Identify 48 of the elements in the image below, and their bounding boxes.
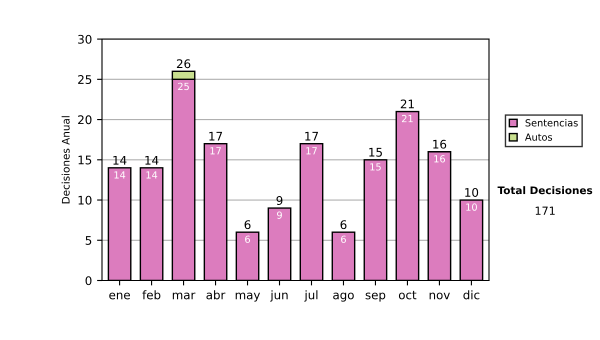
data-label: 9: [277, 211, 282, 219]
x-tick-label: ago: [333, 292, 354, 302]
y-tick-label: 15: [78, 156, 92, 164]
y-axis-title: Decisiones Anual: [62, 116, 70, 204]
x-tick-label: mar: [172, 292, 196, 300]
total-label: 21: [400, 100, 414, 108]
data-label: 25: [178, 82, 189, 90]
x-tick-label: nov: [430, 292, 450, 300]
data-label: 17: [306, 147, 317, 154]
x-tick-label: sep: [366, 292, 386, 302]
total-label: 9: [276, 196, 282, 205]
x-tick-label: dic: [463, 290, 480, 300]
legend-label: Sentencias: [526, 118, 578, 127]
legend-label: Autos: [524, 134, 552, 141]
y-tick-label: 0: [86, 276, 92, 286]
y-tick-label: 5: [86, 236, 92, 245]
x-tick-label: ene: [109, 292, 130, 300]
total-label: 16: [433, 140, 446, 149]
total-label: 15: [369, 148, 382, 157]
total-label: 17: [305, 132, 318, 140]
total-label: 10: [465, 188, 478, 197]
total-label: 17: [209, 132, 222, 140]
text: 171: [536, 206, 555, 215]
y-tick-label: 10: [78, 196, 92, 205]
total-label: 6: [340, 220, 346, 230]
data-label: 14: [114, 171, 126, 178]
total-label: 14: [113, 156, 126, 165]
y-tick-label: 20: [78, 115, 92, 124]
x-tick-label: oct: [398, 290, 416, 300]
data-label: 17: [210, 147, 221, 154]
data-label: 6: [341, 236, 346, 243]
x-tick-label: jun: [270, 290, 288, 302]
total-label: 14: [145, 156, 158, 165]
x-tick-label: feb: [142, 290, 160, 300]
total-label: 26: [176, 59, 190, 68]
data-label: 10: [466, 203, 477, 211]
total-label: 6: [244, 220, 251, 230]
x-tick-label: may: [236, 292, 260, 302]
data-label: 16: [434, 155, 445, 162]
data-label: 21: [402, 114, 413, 122]
x-tick-label: jul: [304, 290, 318, 302]
y-tick-label: 25: [78, 75, 92, 84]
data-label: 15: [370, 163, 381, 171]
x-tick-label: abr: [206, 290, 226, 300]
y-tick-label: 30: [78, 34, 92, 44]
data-label: 14: [146, 171, 158, 178]
text: Total Decisiones: [498, 186, 592, 194]
data-label: 6: [245, 236, 250, 243]
